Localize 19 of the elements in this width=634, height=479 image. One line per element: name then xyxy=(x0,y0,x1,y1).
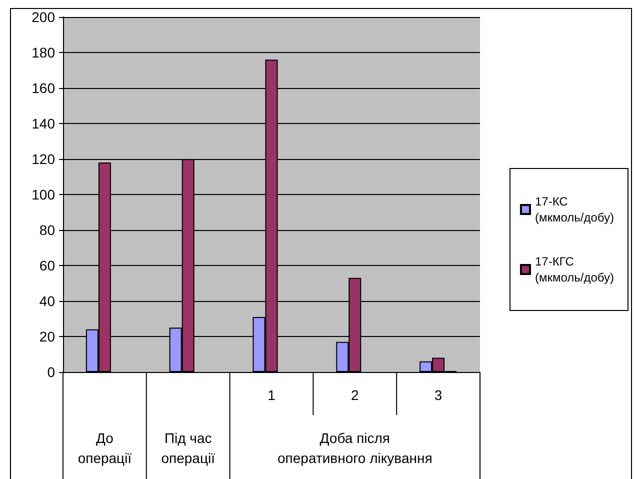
y-tick-label: 120 xyxy=(32,151,56,167)
x-tick-label: Під час операції xyxy=(161,430,216,466)
y-tick-label: 40 xyxy=(39,293,56,309)
legend-label: 17-КГС (мкмоль/добу) xyxy=(534,254,614,284)
y-tick-label: 60 xyxy=(39,258,56,274)
y-tick-label: 20 xyxy=(39,328,56,344)
x-tick-label: 3 xyxy=(434,387,442,403)
y-tick-label: 100 xyxy=(32,186,56,202)
x-tick-label: 2 xyxy=(351,387,359,403)
y-tick-label: 140 xyxy=(32,116,56,132)
y-tick-label: 80 xyxy=(39,222,56,238)
y-tick-label: 160 xyxy=(32,80,56,96)
text: Доба після оперативного лікування xyxy=(278,430,432,466)
x-tick-label: До операції xyxy=(78,430,132,466)
y-tick-label: 200 xyxy=(32,9,56,25)
y-tick-label: 180 xyxy=(32,44,56,60)
legend-label: 17-КС (мкмоль/добу) xyxy=(534,194,614,224)
x-tick-label: 1 xyxy=(268,387,276,403)
y-tick-label: 0 xyxy=(47,364,56,380)
